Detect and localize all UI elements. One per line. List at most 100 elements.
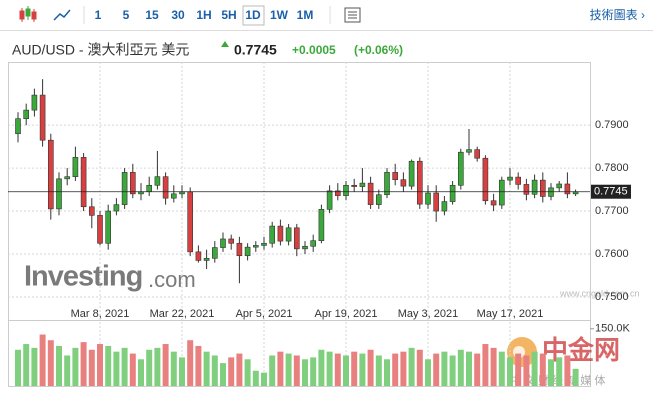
volume-bar (88, 349, 95, 386)
volume-bar (359, 353, 366, 386)
current-price-box (591, 184, 631, 199)
volume-bar (441, 351, 448, 386)
candle-body (351, 184, 358, 187)
candle-body (72, 157, 79, 177)
x-tick-label: May 17, 2021 (477, 308, 544, 320)
volume-bar (179, 357, 185, 386)
area-icon[interactable] (53, 9, 71, 21)
quote-header: AUD/USD - 澳大利亞元 美元 0.7745 +0.0005 (+0.06… (12, 41, 403, 58)
volume-bar (539, 353, 546, 386)
volume-bar (211, 355, 218, 386)
volume-bar (392, 353, 399, 386)
volume-bar (195, 345, 202, 386)
volume-bar (466, 351, 472, 386)
volume-bar (351, 351, 358, 386)
candle-body (187, 191, 193, 253)
candle-body (482, 157, 489, 202)
candle-body (220, 238, 226, 248)
volume-bar (252, 370, 259, 386)
interval[interactable]: 1D (245, 8, 261, 22)
candle-body (212, 247, 218, 259)
candle-body (384, 172, 390, 196)
x-tick-label: Mar 8, 2021 (71, 308, 130, 320)
active-interval-box (242, 5, 265, 26)
interval[interactable]: 30 (171, 8, 185, 22)
volume-bar (129, 353, 136, 386)
volume-bar (154, 347, 161, 386)
x-tick-label: Apr 19, 2021 (315, 308, 378, 320)
technical-chart-link[interactable]: 技術圖表 › (590, 8, 645, 22)
volume-bar (572, 368, 579, 386)
interval[interactable]: 5H (221, 8, 236, 22)
candle-body (343, 184, 349, 196)
y-tick-label: 0.7700 (595, 205, 629, 217)
volume-bar (482, 344, 489, 386)
volume-bar (47, 340, 54, 386)
y-tick-label: 0.7800 (595, 162, 629, 174)
volume-bar (64, 355, 71, 386)
candle-body (556, 183, 563, 189)
instrument-title: AUD/USD - 澳大利亞元 美元 (12, 42, 189, 58)
up-arrow (221, 41, 229, 47)
candle-body (498, 179, 505, 206)
volume-bar (326, 351, 333, 386)
interval[interactable]: 1 (95, 8, 102, 22)
candle-body (310, 240, 317, 247)
volume-bar (498, 351, 505, 386)
current-price-label: 0.7745 (594, 186, 628, 198)
interval[interactable]: 1W (270, 8, 289, 22)
candle-icon[interactable] (19, 6, 37, 22)
candle-body (105, 210, 111, 244)
interval[interactable]: 1H (196, 8, 211, 22)
volume-bar (474, 353, 481, 386)
candle-body (408, 160, 415, 187)
volume-bar (548, 359, 554, 386)
candle-body (130, 172, 136, 195)
volume-bar (531, 351, 538, 386)
candle-body (441, 201, 448, 212)
volume-bar (515, 353, 522, 386)
volume-bar (121, 347, 128, 386)
volume-bar (261, 372, 267, 386)
percent-change: (+0.06%) (354, 43, 403, 57)
volume-bar (523, 355, 530, 386)
candle-body (113, 204, 120, 212)
volume-bar (203, 351, 210, 386)
volume-bar (302, 359, 308, 386)
interval[interactable]: 1M (297, 8, 314, 22)
brand-watermark: Investing (24, 261, 142, 293)
candle-body (56, 178, 62, 210)
brand-suffix: .com (148, 267, 196, 292)
volume-bar (31, 347, 38, 386)
candle-body (39, 94, 46, 141)
volume-bar (564, 355, 571, 386)
candle-body (15, 118, 21, 135)
candle-body (228, 238, 234, 244)
interval[interactable]: 5 (123, 8, 130, 22)
volume-bar (113, 351, 120, 386)
candle-body (162, 176, 169, 199)
candle-body (89, 206, 95, 216)
candle-body (515, 176, 522, 185)
volume-bar (146, 349, 153, 386)
volume-bar (416, 349, 423, 386)
x-tick-label: May 3, 2021 (398, 308, 459, 320)
candle-body (531, 179, 538, 195)
y-tick-label: 0.7600 (595, 248, 629, 260)
interval[interactable]: 15 (145, 8, 159, 22)
candle-body (285, 227, 292, 242)
volume-bar (220, 363, 226, 386)
candle-body (466, 149, 472, 153)
candle-body (425, 192, 431, 205)
candle-body (244, 246, 251, 257)
volume-bar (367, 349, 374, 386)
volume-bar (507, 357, 513, 386)
candle-body (474, 149, 481, 159)
table-icon[interactable] (344, 7, 361, 23)
x-tick-label: Mar 22, 2021 (150, 308, 215, 320)
candle-body (457, 151, 464, 186)
volume-tick-label: 150.0K (595, 323, 631, 335)
volume-bar (285, 353, 292, 386)
site-watermark: 中金网 (542, 335, 620, 365)
y-tick-label: 0.7900 (595, 119, 629, 131)
